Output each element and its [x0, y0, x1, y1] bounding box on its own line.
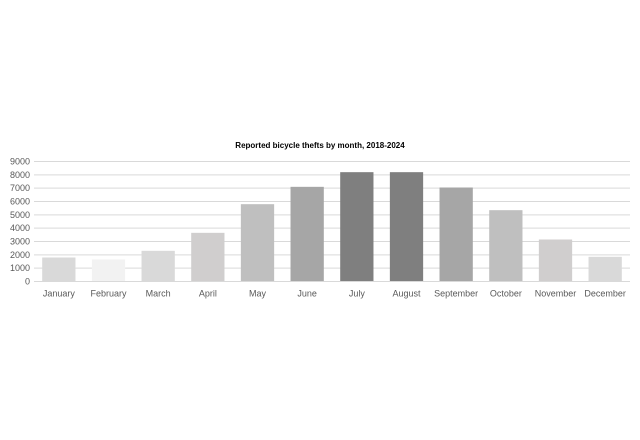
- y-tick-label: 3000: [10, 237, 30, 247]
- bar-august: [389, 172, 424, 282]
- bar-january: [42, 257, 76, 282]
- bar-july: [340, 172, 374, 282]
- y-tick-label: 1000: [10, 263, 30, 273]
- x-tick-label: November: [535, 289, 577, 299]
- x-tick-label: October: [490, 289, 522, 299]
- y-tick-label: 2000: [10, 250, 30, 260]
- x-tick-label: May: [249, 289, 267, 299]
- x-axis-labels: January February March April May June July Augu…: [43, 289, 626, 299]
- bars: [42, 172, 622, 282]
- bar-april: [191, 232, 225, 282]
- y-tick-label: 4000: [10, 223, 30, 233]
- y-tick-label: 7000: [10, 183, 30, 193]
- y-tick-label: 8000: [10, 170, 30, 180]
- bar-december: [588, 256, 622, 282]
- x-tick-label: March: [146, 289, 171, 299]
- chart-title: Reported bicycle thefts by month, 2018-2…: [235, 141, 405, 150]
- y-tick-label: 0: [25, 277, 30, 287]
- gridlines: [34, 161, 630, 269]
- bar-september: [439, 187, 473, 282]
- x-tick-label: January: [43, 289, 76, 299]
- bar-october: [489, 210, 523, 282]
- bar-november: [538, 239, 573, 282]
- bar-march: [141, 250, 175, 282]
- bar-february: [91, 259, 126, 282]
- x-tick-label: April: [199, 289, 217, 299]
- x-tick-label: June: [297, 289, 317, 299]
- y-tick-label: 6000: [10, 197, 30, 207]
- y-axis-ticks: 0 1000 2000 3000 4000 5000 6000 7000 8000 9000: [10, 157, 30, 287]
- y-tick-label: 9000: [10, 157, 30, 167]
- x-tick-label: February: [90, 289, 127, 299]
- x-tick-label: December: [584, 289, 626, 299]
- x-tick-label: August: [392, 289, 421, 299]
- y-tick-label: 5000: [10, 210, 30, 220]
- x-tick-label: July: [349, 289, 366, 299]
- bar-june: [290, 186, 324, 282]
- x-tick-label: September: [434, 289, 478, 299]
- bar-may: [240, 204, 275, 282]
